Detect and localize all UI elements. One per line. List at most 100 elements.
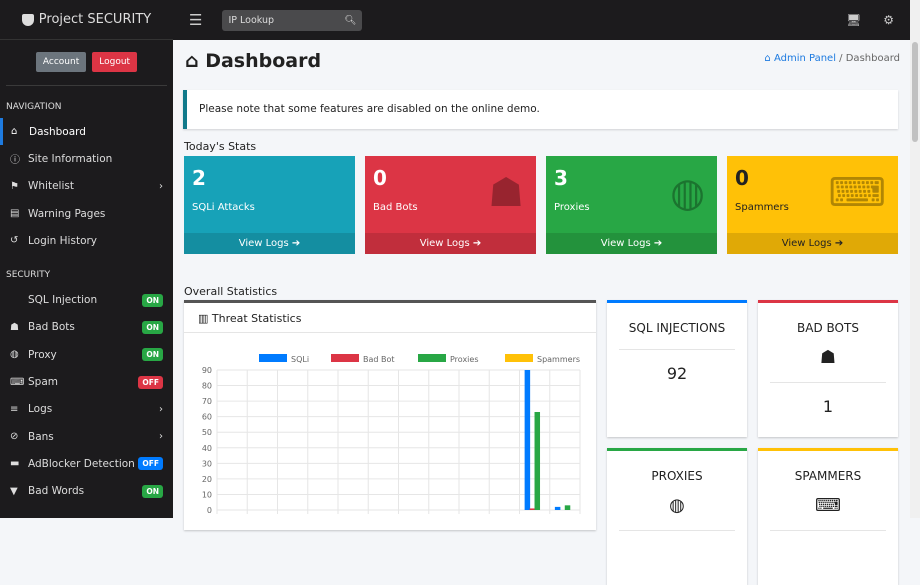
legend-swatch [505, 354, 533, 362]
label: AdBlocker Detection [28, 457, 135, 470]
label: Bad Words [28, 485, 85, 498]
sidebar-item-logs[interactable]: ≡ Logs › [0, 396, 173, 423]
status-badge[interactable]: ON [142, 348, 163, 362]
crumb-home: Admin Panel [773, 53, 836, 64]
view-logs-link[interactable]: View Logs ➔ [546, 233, 717, 254]
y-tick-label: 30 [202, 459, 212, 468]
label: Bans [28, 430, 54, 443]
demo-alert: Please note that some features are disab… [183, 90, 898, 129]
status-badge[interactable]: OFF [138, 457, 163, 471]
crumb-sep: / [839, 53, 843, 64]
view-logs-label: View Logs [781, 238, 832, 249]
status-badge[interactable]: OFF [138, 375, 163, 389]
page-title: ⌂ Dashboard [185, 50, 321, 72]
legend-label: Bad Bot [363, 355, 395, 364]
breadcrumb: ⌂ Admin Panel / Dashboard [764, 53, 900, 64]
account-button[interactable]: Account [35, 52, 87, 72]
ban-icon: ⊘ [10, 431, 19, 443]
y-tick-label: 0 [207, 506, 212, 515]
y-tick-label: 50 [202, 428, 212, 437]
legend-swatch [418, 354, 446, 362]
sidebar-item-bans[interactable]: ⊘ Bans › [0, 423, 173, 450]
bar-proxies [534, 412, 541, 510]
cogs-icon[interactable]: ⚙ [883, 13, 894, 27]
box-value: 2 [192, 166, 206, 190]
legend-label: Proxies [450, 355, 479, 364]
y-tick-label: 10 [202, 490, 212, 499]
stat-value: 1 [822, 397, 834, 416]
box-value: 0 [735, 166, 749, 190]
window-icon: ▬ [10, 458, 20, 470]
y-tick-label: 20 [202, 475, 212, 484]
status-badge[interactable]: ON [142, 484, 163, 498]
status-badge[interactable]: ON [142, 320, 163, 334]
view-logs-link[interactable]: View Logs ➔ [365, 233, 536, 254]
y-tick-label: 40 [202, 444, 212, 453]
today-box-sqli-attacks: 2 SQLi Attacks View Logs ➔ [184, 156, 355, 254]
sidebar-item-login-history[interactable]: ↺ Login History [0, 227, 173, 254]
arrow-circle-right-icon: ➔ [472, 238, 482, 249]
breadcrumb-admin-panel[interactable]: ⌂ Admin Panel [764, 53, 836, 64]
view-logs-link[interactable]: View Logs ➔ [184, 233, 355, 254]
menu-toggle-icon[interactable]: ☰ [189, 11, 203, 29]
legend-label: Spammers [537, 355, 580, 364]
search-placeholder: IP Lookup [228, 14, 275, 26]
label: Warning Pages [28, 207, 106, 220]
label: Bad Bots [28, 321, 75, 334]
stat-card-proxies: PROXIES ◍ [607, 448, 747, 585]
bar-sqli [524, 370, 531, 510]
top-bar: Project SECURITY ☰ IP Lookup 🔍︎ 🖥︎ ⚙ [0, 0, 910, 40]
y-tick-label: 70 [202, 397, 212, 406]
sidebar-item-site-information[interactable]: ⓘ Site Information [0, 145, 173, 172]
label: Whitelist [28, 180, 74, 193]
globe-icon: ◍ [670, 170, 705, 216]
sidebar-item-bad-words[interactable]: ▼ Bad Words ON [0, 478, 173, 505]
brand-name: Project SECURITY [38, 12, 152, 27]
stat-card-bad-bots: BAD BOTS ☗ 1 [758, 300, 898, 437]
brand[interactable]: Project SECURITY [0, 0, 173, 40]
sidebar-item-adblocker-detection[interactable]: ▬ AdBlocker Detection OFF [0, 450, 173, 477]
label: Proxy [28, 348, 57, 361]
stat-title: SPAMMERS [794, 469, 862, 483]
view-logs-label: View Logs [600, 238, 651, 249]
today-box-proxies: 3 Proxies ◍ View Logs ➔ [546, 156, 717, 254]
keyboard-icon: ⌨ [10, 376, 25, 388]
chart-icon: ▥ [198, 312, 212, 325]
label: Spam [28, 376, 58, 389]
label: Site Information [28, 152, 113, 165]
status-badge[interactable]: ON [142, 293, 163, 307]
sidebar-item-warning-pages[interactable]: ▤ Warning Pages [0, 200, 173, 227]
view-logs-label: View Logs [419, 238, 470, 249]
stat-title: BAD BOTS [797, 321, 859, 335]
todays-stats-heading: Today's Stats [184, 140, 257, 153]
shield-icon [21, 13, 34, 26]
keyboard-icon: ⌨ [815, 495, 841, 516]
scrollbar[interactable] [910, 0, 920, 518]
sidebar-item-bad-bots[interactable]: ☗ Bad Bots ON [0, 314, 173, 341]
y-tick-label: 80 [202, 382, 212, 391]
desktop-icon[interactable]: 🖥︎ [846, 13, 862, 27]
label: Login History [28, 234, 98, 247]
security-heading: SECURITY [6, 270, 51, 281]
label: Logs [28, 403, 53, 416]
robot-icon: ☗ [488, 170, 524, 216]
overall-stats-heading: Overall Statistics [184, 285, 278, 298]
filter-icon: ▼ [10, 485, 18, 497]
arrow-circle-right-icon: ➔ [653, 238, 663, 249]
home-icon: ⌂ [11, 126, 18, 138]
globe-icon: ◍ [669, 495, 685, 516]
legend-swatch [259, 354, 287, 362]
ip-lookup-input[interactable]: IP Lookup 🔍︎ [222, 9, 363, 31]
view-logs-link[interactable]: View Logs ➔ [727, 233, 898, 254]
label: SQL Injection [28, 294, 98, 307]
sidebar-item-dashboard[interactable]: ⌂ Dashboard [0, 118, 173, 146]
sidebar-item-spam[interactable]: ⌨ Spam OFF [0, 368, 173, 395]
search-icon[interactable]: 🔍︎ [344, 14, 357, 26]
sidebar-item-proxy[interactable]: ◍ Proxy ON [0, 341, 173, 368]
view-logs-label: View Logs [238, 238, 289, 249]
box-value: 0 [373, 166, 387, 190]
sidebar-item-whitelist[interactable]: ⚑ Whitelist › [0, 173, 173, 200]
scroll-thumb[interactable] [912, 42, 918, 142]
logout-button[interactable]: Logout [92, 52, 138, 72]
sidebar-item-sql-injection[interactable]: SQL Injection ON [0, 286, 173, 313]
